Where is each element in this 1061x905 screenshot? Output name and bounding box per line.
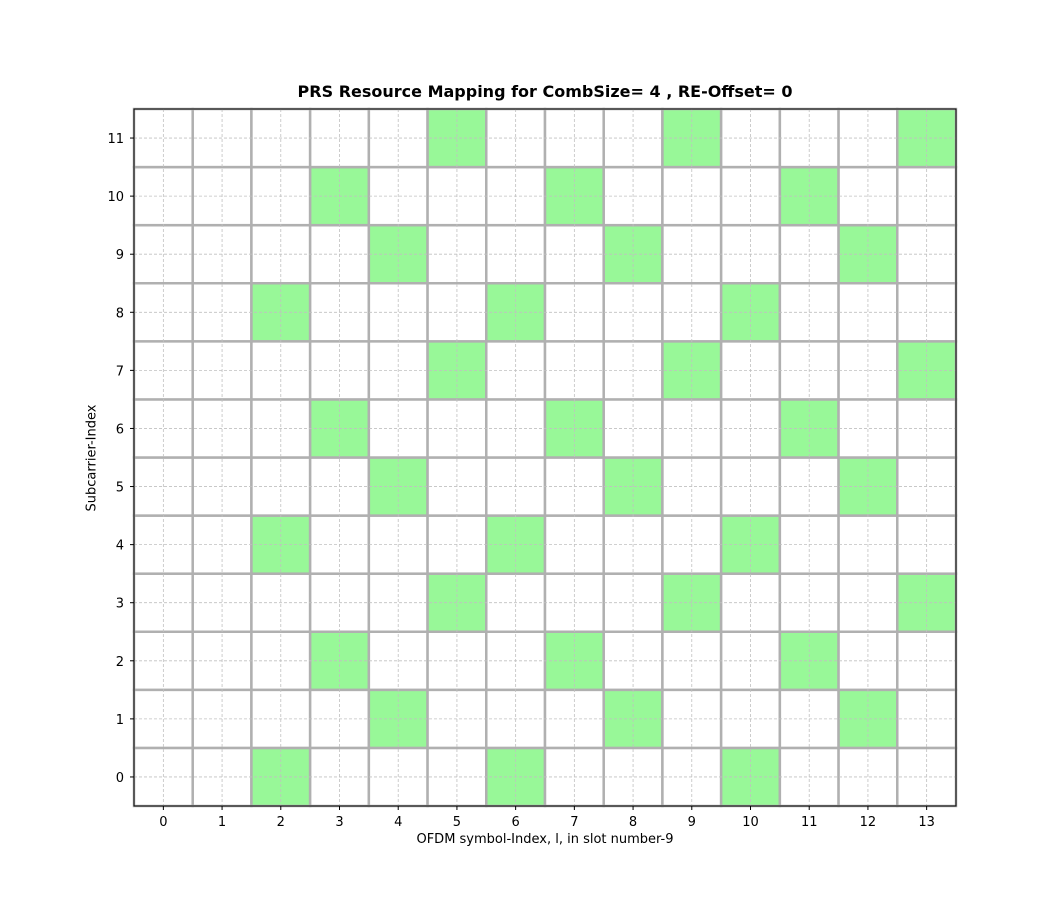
empty-resource-element [837, 398, 899, 459]
y-tick-label: 10 [107, 190, 124, 205]
empty-resource-element [837, 572, 899, 634]
y-tick-label: 2 [116, 655, 124, 670]
empty-resource-element [837, 107, 899, 169]
empty-resource-element [602, 572, 664, 634]
y-tick-label: 9 [116, 248, 124, 263]
empty-resource-element [367, 572, 429, 634]
axes-frame [133, 108, 957, 807]
x-tick-label: 2 [277, 815, 285, 830]
empty-resource-element [132, 398, 194, 459]
empty-resource-element [132, 107, 194, 169]
empty-resource-element [367, 398, 429, 459]
y-tick-label: 6 [116, 422, 124, 437]
empty-resource-element [602, 107, 664, 169]
x-tick-label: 1 [218, 815, 226, 830]
x-tick-label: 5 [453, 815, 461, 830]
x-axis-label: OFDM symbol-Index, l, in slot number-9 [416, 832, 674, 847]
x-tick-label: 11 [801, 815, 818, 830]
x-tick-label: 3 [335, 815, 343, 830]
x-tick-label: 12 [860, 815, 877, 830]
empty-resource-element [602, 398, 664, 459]
x-tick-label: 7 [570, 815, 578, 830]
x-tick-label: 9 [688, 815, 696, 830]
x-tick-label: 13 [918, 815, 935, 830]
y-tick-label: 11 [107, 132, 124, 147]
chart-title: PRS Resource Mapping for CombSize= 4 , R… [297, 82, 793, 101]
y-tick-label: 0 [116, 771, 124, 786]
y-axis-label: Subcarrier-Index [84, 404, 100, 512]
y-tick-label: 1 [116, 713, 124, 728]
y-tick-label: 4 [116, 539, 124, 554]
empty-resource-element [132, 572, 194, 634]
y-tick-label: 7 [116, 364, 124, 379]
empty-resource-element [367, 107, 429, 169]
x-tick-label: 4 [394, 815, 402, 830]
x-tick-label: 10 [742, 815, 759, 830]
y-tick-label: 5 [116, 481, 124, 496]
y-tick-label: 3 [116, 597, 124, 612]
y-tick-label: 8 [116, 306, 124, 321]
x-tick-label: 6 [512, 815, 520, 830]
x-tick-label: 8 [629, 815, 637, 830]
x-tick-label: 0 [159, 815, 167, 830]
